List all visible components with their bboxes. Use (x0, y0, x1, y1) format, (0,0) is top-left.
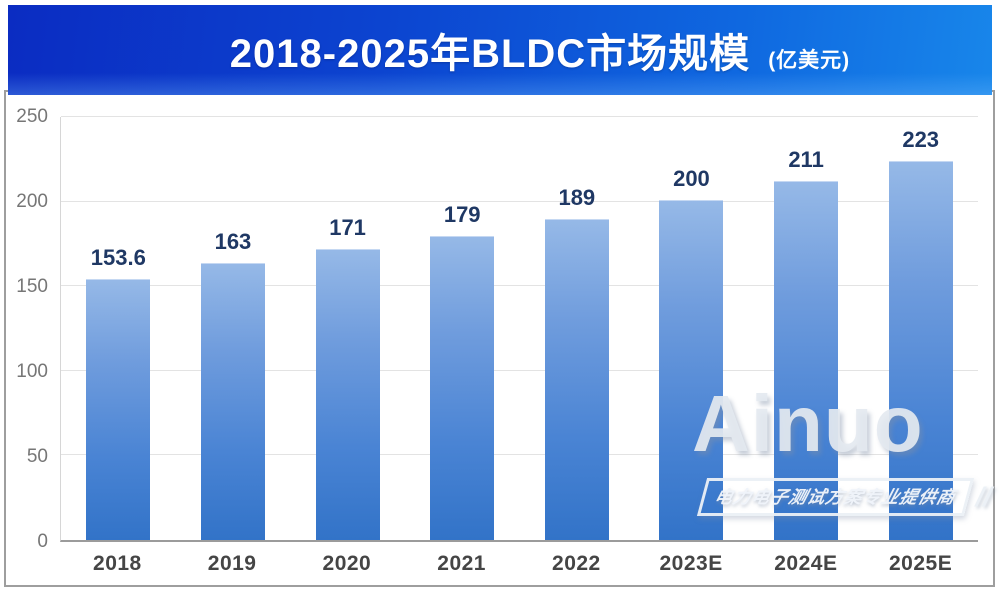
bar-value-label: 163 (214, 228, 252, 254)
bar-2018 (86, 278, 151, 540)
y-tick-label: 250 (16, 106, 48, 127)
plot-area: 153.6 163 171 179 189 200 211 223 (60, 116, 978, 542)
bar-cell: 179 (405, 117, 520, 540)
x-axis: 2018 2019 2020 2021 2022 2023E 2024E 2025E (60, 552, 978, 580)
gridline (61, 116, 978, 117)
chart-card: 0 50 100 150 200 250 153.6 163 171 179 189 200 211 2… (4, 90, 995, 587)
bar-cell: 153.6 (61, 117, 176, 540)
gridline (61, 200, 978, 202)
gridline (61, 285, 978, 287)
bar-value-label: 171 (329, 215, 366, 241)
bar-value-label: 153.6 (90, 244, 146, 270)
bar-value-label: 211 (788, 147, 824, 173)
bar-cell: 189 (520, 117, 635, 540)
y-tick-label: 200 (16, 191, 48, 212)
bar-2024E (774, 181, 839, 540)
bars-row: 153.6 163 171 179 189 200 211 223 (61, 117, 978, 540)
x-tick-label: 2024E (774, 552, 838, 575)
x-tick-label: 2025E (889, 552, 953, 575)
y-tick-label: 100 (16, 361, 48, 382)
x-tick-label: 2020 (322, 552, 372, 575)
gridline (61, 369, 978, 371)
bar-2020 (315, 249, 380, 540)
banner-text-group: 2018-2025年BLDC市场规模 (亿美元) (230, 21, 850, 79)
bar-cell: 223 (863, 117, 978, 540)
x-tick-label: 2022 (552, 552, 601, 575)
bar-cell: 211 (749, 117, 864, 540)
bar-2025E (888, 160, 953, 540)
bar-2019 (200, 262, 265, 540)
x-tick-label: 2019 (207, 552, 257, 575)
bar-cell: 200 (634, 117, 749, 540)
bar-value-label: 189 (558, 184, 596, 210)
bar-2022 (544, 218, 609, 540)
x-tick-label: 2018 (93, 552, 142, 575)
bar-2021 (430, 235, 495, 540)
chart-title-banner: 2018-2025年BLDC市场规模 (亿美元) (8, 5, 992, 95)
bar-cell: 171 (290, 117, 405, 540)
bar-value-label: 179 (443, 201, 481, 227)
bar-value-label: 223 (902, 126, 940, 152)
gridline (61, 454, 978, 456)
y-tick-label: 50 (26, 446, 48, 467)
x-tick-label: 2021 (437, 552, 486, 575)
y-tick-label: 0 (37, 531, 48, 552)
bar-value-label: 200 (673, 166, 710, 191)
y-tick-label: 150 (16, 276, 48, 297)
x-tick-label: 2023E (659, 552, 723, 575)
bar-2023E (659, 200, 724, 540)
y-axis: 0 50 100 150 200 250 (6, 106, 52, 552)
chart-unit-label: (亿美元) (768, 49, 851, 72)
bar-cell: 163 (176, 117, 291, 540)
chart-title: 2018-2025年BLDC市场规模 (229, 32, 751, 76)
